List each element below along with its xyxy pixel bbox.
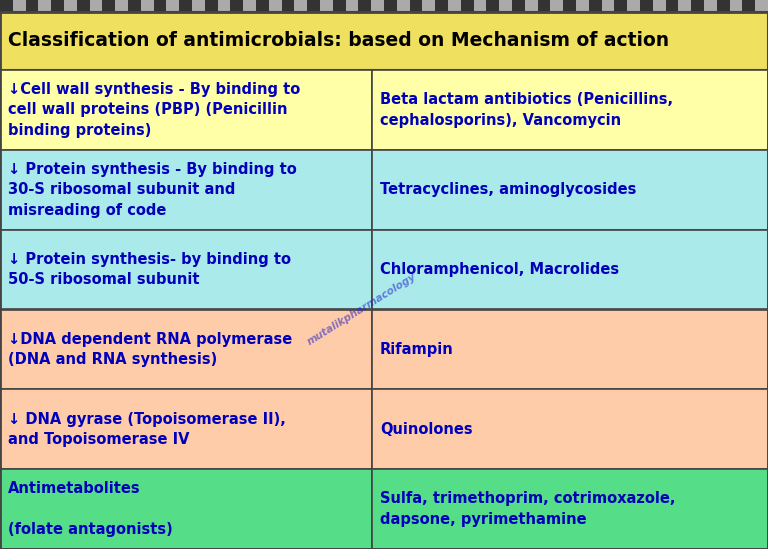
Text: ↓ Protein synthesis- by binding to
50-S ribosomal subunit: ↓ Protein synthesis- by binding to 50-S …: [8, 252, 291, 287]
Bar: [640, 0, 653, 12]
Text: Antimetabolites

(folate antagonists): Antimetabolites (folate antagonists): [8, 481, 173, 537]
Bar: [141, 0, 154, 12]
Bar: [294, 0, 307, 12]
Bar: [64, 0, 77, 12]
Bar: [461, 0, 474, 12]
Bar: [320, 0, 333, 12]
Bar: [154, 0, 167, 12]
Bar: [486, 0, 499, 12]
Bar: [755, 0, 768, 12]
Bar: [743, 0, 755, 12]
Bar: [474, 0, 486, 12]
Bar: [397, 0, 409, 12]
Bar: [372, 229, 768, 310]
Bar: [167, 0, 179, 12]
Bar: [678, 0, 691, 12]
Bar: [90, 0, 102, 12]
Bar: [551, 0, 563, 12]
Bar: [499, 0, 512, 12]
Text: Sulfa, trimethoprim, cotrimoxazole,
dapsone, pyrimethamine: Sulfa, trimethoprim, cotrimoxazole, daps…: [380, 491, 676, 527]
Bar: [512, 0, 525, 12]
Text: ↓ Protein synthesis - By binding to
30-S ribosomal subunit and
misreading of cod: ↓ Protein synthesis - By binding to 30-S…: [8, 162, 296, 217]
Bar: [0, 310, 372, 389]
Bar: [730, 0, 743, 12]
Bar: [525, 0, 538, 12]
Bar: [614, 0, 627, 12]
Bar: [589, 0, 601, 12]
Bar: [179, 0, 192, 12]
Bar: [666, 0, 678, 12]
Bar: [538, 0, 551, 12]
Bar: [372, 389, 768, 469]
Text: ↓DNA dependent RNA polymerase
(DNA and RNA synthesis): ↓DNA dependent RNA polymerase (DNA and R…: [8, 332, 293, 367]
Text: Chloramphenicol, Macrolides: Chloramphenicol, Macrolides: [380, 262, 619, 277]
Bar: [0, 150, 372, 229]
Bar: [372, 469, 768, 549]
Bar: [372, 150, 768, 229]
Bar: [102, 0, 115, 12]
Bar: [217, 0, 230, 12]
Text: ↓ DNA gyrase (Topoisomerase II),
and Topoisomerase IV: ↓ DNA gyrase (Topoisomerase II), and Top…: [8, 412, 286, 447]
Bar: [384, 0, 397, 12]
Text: Tetracyclines, aminoglycosides: Tetracyclines, aminoglycosides: [380, 182, 637, 197]
Text: Beta lactam antibiotics (Penicillins,
cephalosporins), Vancomycin: Beta lactam antibiotics (Penicillins, ce…: [380, 92, 673, 127]
Bar: [346, 0, 359, 12]
Bar: [205, 0, 217, 12]
Bar: [13, 0, 25, 12]
Bar: [38, 0, 51, 12]
Bar: [627, 0, 640, 12]
Bar: [0, 12, 768, 70]
Bar: [409, 0, 422, 12]
Bar: [51, 0, 64, 12]
Bar: [307, 0, 320, 12]
Bar: [653, 0, 666, 12]
Bar: [563, 0, 576, 12]
Bar: [333, 0, 346, 12]
Bar: [0, 70, 372, 150]
Bar: [0, 0, 13, 12]
Bar: [77, 0, 90, 12]
Bar: [435, 0, 448, 12]
Bar: [230, 0, 243, 12]
Bar: [372, 310, 768, 389]
Bar: [128, 0, 141, 12]
Text: mutalikpharmacology: mutalikpharmacology: [306, 272, 419, 348]
Bar: [704, 0, 717, 12]
Bar: [0, 229, 372, 310]
Bar: [601, 0, 614, 12]
Text: Quinolones: Quinolones: [380, 422, 472, 437]
Text: Rifampin: Rifampin: [380, 342, 454, 357]
Bar: [691, 0, 704, 12]
Text: Classification of antimicrobials: based on Mechanism of action: Classification of antimicrobials: based …: [8, 31, 669, 51]
Bar: [0, 469, 372, 549]
Bar: [372, 70, 768, 150]
Bar: [282, 0, 294, 12]
Bar: [359, 0, 371, 12]
Bar: [576, 0, 589, 12]
Bar: [115, 0, 128, 12]
Bar: [25, 0, 38, 12]
Bar: [717, 0, 730, 12]
Text: ↓Cell wall synthesis - By binding to
cell wall proteins (PBP) (Penicillin
bindin: ↓Cell wall synthesis - By binding to cel…: [8, 82, 300, 138]
Bar: [448, 0, 461, 12]
Bar: [256, 0, 269, 12]
Bar: [0, 389, 372, 469]
Bar: [243, 0, 256, 12]
Bar: [192, 0, 205, 12]
Bar: [422, 0, 435, 12]
Bar: [269, 0, 282, 12]
Bar: [371, 0, 384, 12]
